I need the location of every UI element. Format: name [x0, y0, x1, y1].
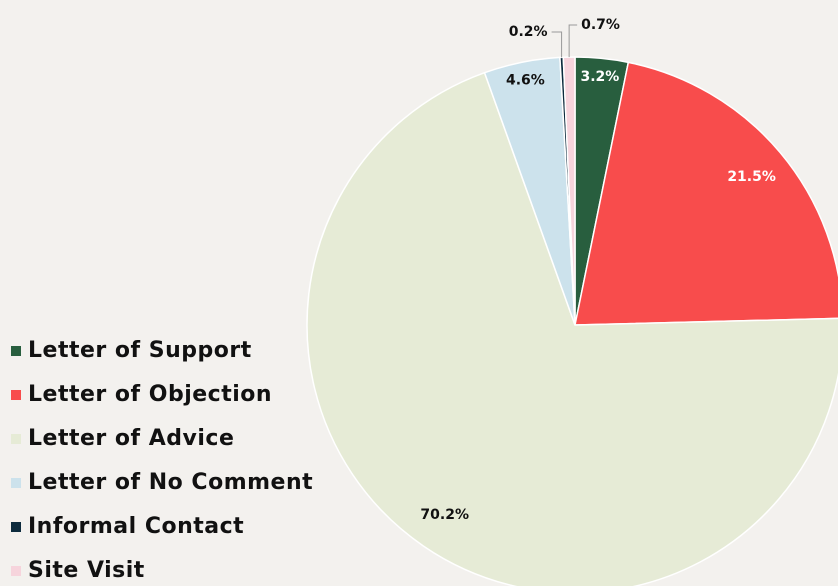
legend-swatch: [11, 566, 21, 576]
leader-line: [568, 24, 578, 58]
data-label: 70.2%: [420, 507, 469, 523]
data-label: 4.6%: [506, 73, 545, 89]
data-label: 0.7%: [581, 17, 620, 33]
data-label: 3.2%: [581, 69, 620, 85]
legend-label: Informal Contact: [28, 514, 244, 539]
legend-swatch: [11, 434, 21, 444]
pie-slice: [574, 61, 838, 326]
legend-label: Letter of Objection: [28, 382, 272, 407]
legend-label: Letter of No Comment: [28, 470, 313, 495]
legend-swatch: [11, 522, 21, 532]
legend-swatch: [11, 346, 21, 356]
legend-swatch: [11, 478, 21, 488]
pie-slice: [306, 71, 838, 586]
legend-label: Letter of Advice: [28, 426, 234, 451]
data-label: 21.5%: [727, 169, 776, 185]
data-label: 0.2%: [509, 24, 548, 40]
legend-label: Site Visit: [28, 558, 145, 583]
legend-label: Letter of Support: [28, 338, 252, 363]
leader-line: [551, 31, 563, 58]
legend-swatch: [11, 390, 21, 400]
